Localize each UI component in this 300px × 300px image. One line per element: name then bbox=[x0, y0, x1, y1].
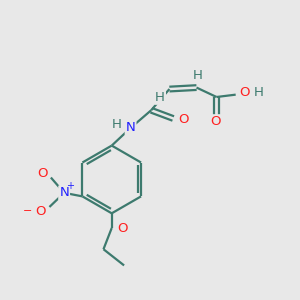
Text: H: H bbox=[111, 118, 121, 131]
Text: O: O bbox=[37, 167, 47, 180]
Text: N: N bbox=[126, 122, 135, 134]
Text: H: H bbox=[155, 91, 165, 104]
Text: +: + bbox=[66, 182, 74, 191]
Text: O: O bbox=[178, 112, 189, 126]
Text: O: O bbox=[210, 115, 220, 128]
Text: H: H bbox=[254, 86, 264, 99]
Text: O: O bbox=[117, 222, 128, 235]
Text: H: H bbox=[193, 69, 203, 82]
Text: O: O bbox=[35, 205, 46, 218]
Text: N: N bbox=[59, 186, 69, 199]
Text: O: O bbox=[239, 86, 250, 99]
Text: −: − bbox=[22, 206, 32, 216]
